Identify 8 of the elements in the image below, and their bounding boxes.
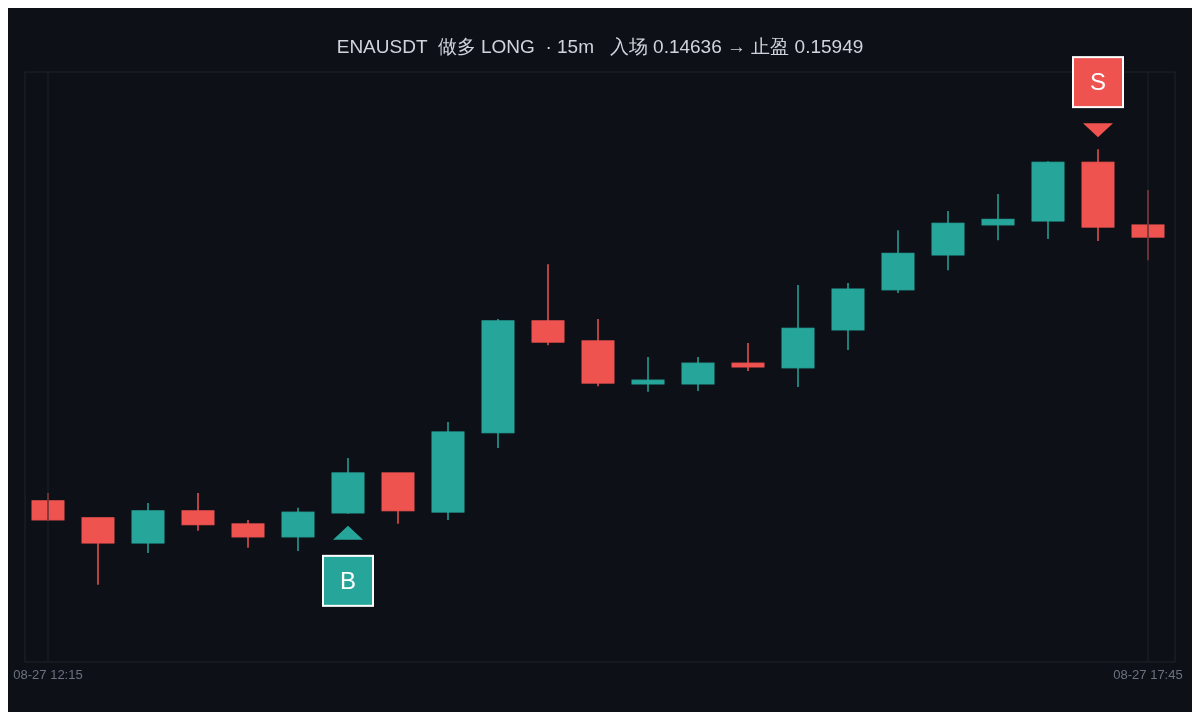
candlestick — [731, 342, 765, 372]
candlestick — [631, 356, 665, 393]
x-tick-label: 08-27 12:15 — [13, 667, 83, 683]
x-tick-label: 08-27 17:45 — [1113, 667, 1183, 683]
annotation: S — [1089, 68, 1107, 96]
candlestick — [981, 193, 1015, 241]
chart-title: ENAUSDT 做多 LONG · 15m 入场 0.14636 → 止盈 0.15949 — [335, 35, 865, 59]
annotation: B — [339, 566, 357, 594]
